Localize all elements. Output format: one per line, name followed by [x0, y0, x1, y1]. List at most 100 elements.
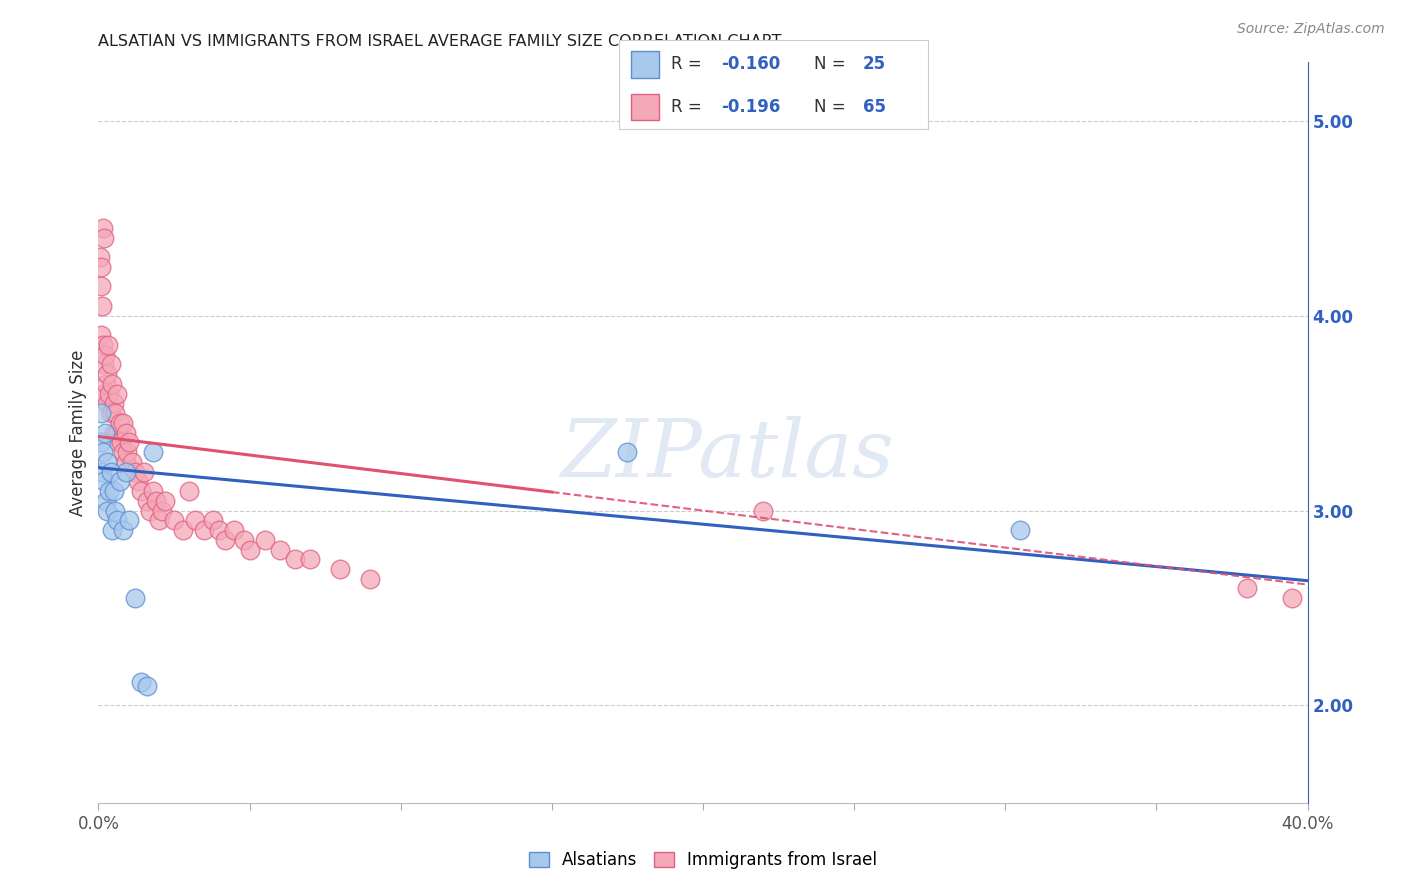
Point [111, 445, 134, 459]
Point [114, 465, 136, 479]
Point [91, 338, 114, 352]
Point [163, 513, 186, 527]
Text: ZIPatlas: ZIPatlas [561, 416, 894, 493]
Point [135, 679, 157, 693]
Point [1236, 582, 1258, 596]
Point [91, 465, 114, 479]
Point [93, 386, 115, 401]
Point [111, 416, 134, 430]
Text: 25: 25 [863, 55, 886, 73]
Point [269, 542, 291, 557]
Y-axis label: Average Family Size: Average Family Size [69, 350, 87, 516]
Point [103, 425, 125, 440]
Point [91, 299, 114, 313]
Point [97, 338, 120, 352]
Point [1010, 523, 1032, 537]
Point [184, 513, 207, 527]
Point [115, 445, 138, 459]
Point [89, 250, 111, 264]
Point [94, 376, 117, 391]
Point [105, 386, 128, 401]
Point [232, 533, 254, 547]
Point [94, 348, 117, 362]
Point [214, 533, 236, 547]
Point [142, 484, 165, 499]
Point [100, 465, 122, 479]
Point [224, 523, 246, 537]
Point [108, 416, 131, 430]
Point [91, 445, 114, 459]
Point [100, 406, 122, 420]
Legend: Alsatians, Immigrants from Israel: Alsatians, Immigrants from Israel [522, 845, 884, 876]
Point [1281, 591, 1303, 606]
Point [104, 406, 127, 420]
Point [105, 513, 128, 527]
Point [139, 503, 162, 517]
Point [90, 328, 112, 343]
Point [118, 513, 141, 527]
Point [93, 231, 115, 245]
Point [253, 533, 276, 547]
Point [193, 523, 215, 537]
Point [104, 503, 127, 517]
Point [98, 386, 121, 401]
Point [121, 455, 143, 469]
Point [114, 425, 136, 440]
Text: Source: ZipAtlas.com: Source: ZipAtlas.com [1237, 22, 1385, 37]
Text: ALSATIAN VS IMMIGRANTS FROM ISRAEL AVERAGE FAMILY SIZE CORRELATION CHART: ALSATIAN VS IMMIGRANTS FROM ISRAEL AVERA… [98, 34, 782, 49]
Point [103, 484, 125, 499]
Point [172, 523, 194, 537]
Point [135, 493, 157, 508]
Point [202, 513, 225, 527]
Point [129, 675, 152, 690]
Point [299, 552, 322, 566]
Point [132, 465, 155, 479]
Point [100, 358, 122, 372]
Point [124, 465, 146, 479]
Point [208, 523, 231, 537]
Point [153, 493, 176, 508]
Point [284, 552, 307, 566]
Point [94, 425, 117, 440]
Point [91, 221, 114, 235]
Text: 65: 65 [863, 98, 886, 116]
Point [114, 455, 136, 469]
FancyBboxPatch shape [631, 94, 659, 120]
Point [752, 503, 775, 517]
Point [103, 396, 125, 410]
Point [239, 542, 262, 557]
Point [110, 435, 132, 450]
Point [179, 484, 201, 499]
Point [118, 435, 141, 450]
Point [150, 503, 173, 517]
Point [142, 445, 165, 459]
Point [108, 475, 131, 489]
Point [90, 435, 112, 450]
Point [90, 279, 112, 293]
Point [94, 493, 117, 508]
Point [145, 493, 167, 508]
Point [90, 406, 112, 420]
Point [111, 523, 134, 537]
Point [360, 572, 382, 586]
Point [93, 475, 115, 489]
Point [101, 376, 124, 391]
Point [105, 425, 128, 440]
Text: R =: R = [671, 55, 707, 73]
Point [96, 396, 118, 410]
Point [129, 484, 152, 499]
Text: -0.196: -0.196 [721, 98, 780, 116]
Point [96, 367, 118, 381]
Point [93, 358, 115, 372]
Text: R =: R = [671, 98, 707, 116]
Point [127, 475, 149, 489]
Point [96, 503, 118, 517]
Point [90, 260, 112, 274]
Point [101, 523, 124, 537]
Text: N =: N = [814, 55, 851, 73]
FancyBboxPatch shape [631, 51, 659, 78]
Point [98, 484, 121, 499]
Text: N =: N = [814, 98, 851, 116]
Point [616, 445, 638, 459]
Point [329, 562, 352, 576]
